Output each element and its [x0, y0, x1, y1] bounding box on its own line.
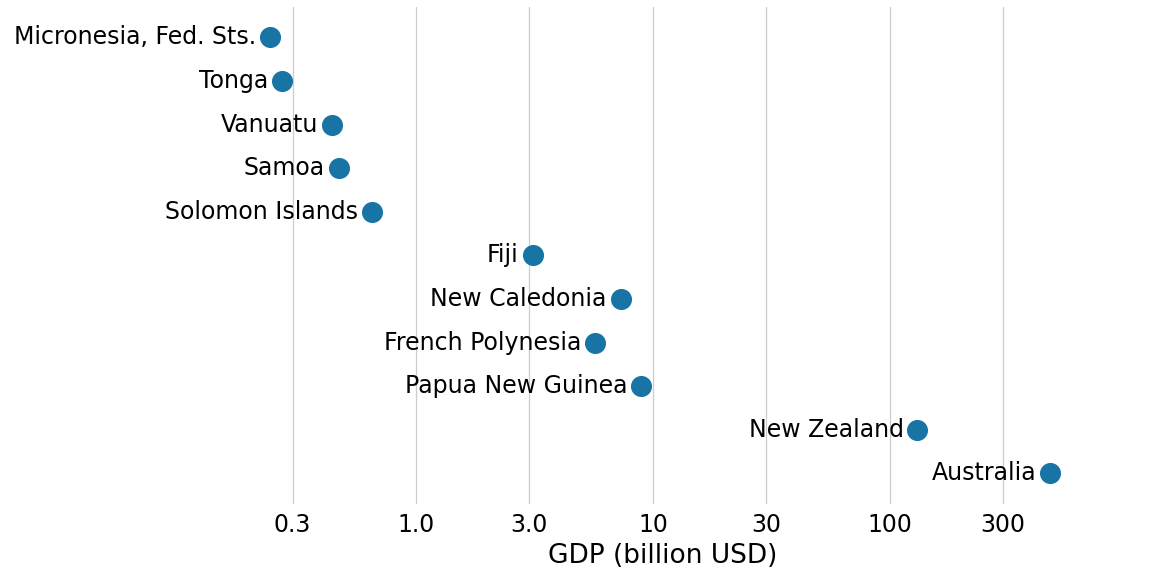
Point: [260, 33, 279, 42]
Point: [329, 164, 348, 173]
Text: Papua New Guinea: Papua New Guinea: [404, 374, 627, 398]
Text: New Zealand: New Zealand: [749, 418, 903, 442]
Text: French Polynesia: French Polynesia: [384, 331, 582, 354]
Point: [908, 425, 926, 434]
Text: Solomon Islands: Solomon Islands: [165, 200, 358, 224]
Text: New Caledonia: New Caledonia: [431, 287, 607, 311]
Point: [523, 251, 541, 260]
Point: [612, 294, 630, 304]
Text: Australia: Australia: [932, 461, 1036, 485]
X-axis label: GDP (billion USD): GDP (billion USD): [547, 543, 778, 569]
Text: Fiji: Fiji: [487, 244, 518, 267]
Text: Micronesia, Fed. Sts.: Micronesia, Fed. Sts.: [14, 25, 256, 50]
Point: [323, 120, 341, 129]
Point: [631, 381, 650, 391]
Text: Vanuatu: Vanuatu: [221, 113, 318, 137]
Point: [1040, 469, 1059, 478]
Point: [363, 207, 381, 217]
Text: Samoa: Samoa: [244, 156, 325, 180]
Text: Tonga: Tonga: [198, 69, 268, 93]
Point: [273, 77, 291, 86]
Point: [586, 338, 605, 347]
